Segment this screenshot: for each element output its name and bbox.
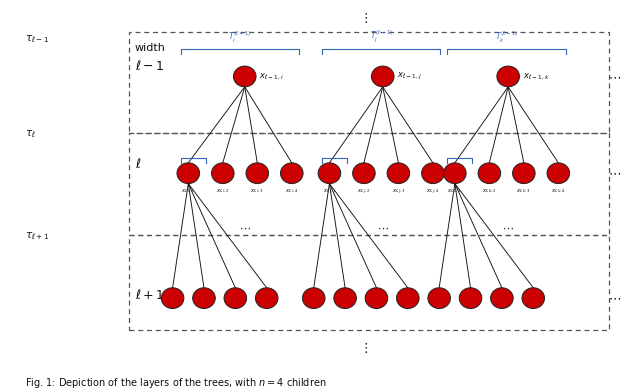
Ellipse shape (224, 288, 246, 308)
Text: $\cdots$: $\cdots$ (608, 292, 621, 305)
Ellipse shape (497, 66, 520, 87)
Text: $x_{\ell,j;4}$: $x_{\ell,j;4}$ (426, 188, 440, 197)
Text: $x_{\ell,j;2}$: $x_{\ell,j;2}$ (357, 188, 371, 197)
Text: $x_{\ell-1,k}$: $x_{\ell-1,k}$ (523, 71, 550, 82)
Text: $\ell+1$: $\ell+1$ (135, 288, 164, 301)
Ellipse shape (177, 163, 200, 184)
Text: $\cdots$: $\cdots$ (239, 223, 251, 233)
Ellipse shape (428, 288, 451, 308)
Ellipse shape (303, 288, 325, 308)
Text: $\cdots$: $\cdots$ (608, 167, 621, 180)
Text: $T_i^{(\ell-1)}$: $T_i^{(\ell-1)}$ (228, 30, 252, 45)
Text: $\cdots$: $\cdots$ (608, 70, 621, 83)
Ellipse shape (522, 288, 545, 308)
Text: $x_{\ell,i;2}$: $x_{\ell,i;2}$ (216, 188, 230, 195)
Ellipse shape (211, 163, 234, 184)
Ellipse shape (234, 66, 256, 87)
Bar (129, 133, 609, 235)
Ellipse shape (491, 288, 513, 308)
Ellipse shape (280, 163, 303, 184)
Text: $\cdots$: $\cdots$ (502, 223, 514, 233)
Ellipse shape (460, 288, 482, 308)
Text: $T_j^{(\ell-1)}$: $T_j^{(\ell-1)}$ (369, 29, 393, 45)
Ellipse shape (422, 163, 444, 184)
Ellipse shape (397, 288, 419, 308)
Text: $x_{\ell-1,j}$: $x_{\ell-1,j}$ (397, 71, 422, 82)
Text: $x_{\ell,i;4}$: $x_{\ell,i;4}$ (285, 188, 299, 195)
Text: $\tau_{\ell-1}$: $\tau_{\ell-1}$ (25, 34, 49, 45)
Text: $\ell$: $\ell$ (135, 158, 141, 171)
Text: $x_{\ell,k;2}$: $x_{\ell,k;2}$ (482, 188, 497, 195)
Text: $x_{\ell,j;3}$: $x_{\ell,j;3}$ (392, 188, 405, 197)
Text: $T_k^{(\ell-1)}$: $T_k^{(\ell-1)}$ (495, 30, 518, 45)
Ellipse shape (193, 288, 215, 308)
Ellipse shape (334, 288, 356, 308)
Text: $x_{\ell,k;4}$: $x_{\ell,k;4}$ (551, 188, 566, 195)
Text: $\ell-1$: $\ell-1$ (135, 59, 164, 73)
Text: $x_{\ell,i;1}$: $x_{\ell,i;1}$ (181, 188, 195, 195)
Ellipse shape (444, 163, 466, 184)
Text: $x_{\ell,i;3}$: $x_{\ell,i;3}$ (250, 188, 264, 195)
Text: $\tau_{\ell}$: $\tau_{\ell}$ (25, 129, 36, 140)
Text: $x_{\ell,j;1}$: $x_{\ell,j;1}$ (323, 188, 336, 197)
Text: $x_{\ell-1,i}$: $x_{\ell-1,i}$ (259, 71, 284, 82)
Bar (129, 32, 609, 133)
Ellipse shape (353, 163, 375, 184)
Ellipse shape (371, 66, 394, 87)
Text: Fig. 1: Depiction of the layers of the trees, with $n = 4$ children: Fig. 1: Depiction of the layers of the t… (25, 375, 327, 389)
Ellipse shape (478, 163, 500, 184)
Ellipse shape (255, 288, 278, 308)
Ellipse shape (513, 163, 535, 184)
Ellipse shape (318, 163, 340, 184)
Text: width: width (135, 43, 166, 53)
Ellipse shape (365, 288, 388, 308)
Ellipse shape (161, 288, 184, 308)
Bar (129, 235, 609, 330)
Text: $\tau_{\ell+1}$: $\tau_{\ell+1}$ (25, 231, 49, 242)
Ellipse shape (547, 163, 570, 184)
Ellipse shape (387, 163, 410, 184)
Text: $x_{\ell,k;3}$: $x_{\ell,k;3}$ (516, 188, 531, 195)
Ellipse shape (246, 163, 269, 184)
Text: $x_{\ell,k;1}$: $x_{\ell,k;1}$ (447, 188, 462, 195)
Text: $\vdots$: $\vdots$ (360, 341, 369, 355)
Text: $\vdots$: $\vdots$ (360, 11, 369, 25)
Text: $\cdots$: $\cdots$ (377, 223, 388, 233)
